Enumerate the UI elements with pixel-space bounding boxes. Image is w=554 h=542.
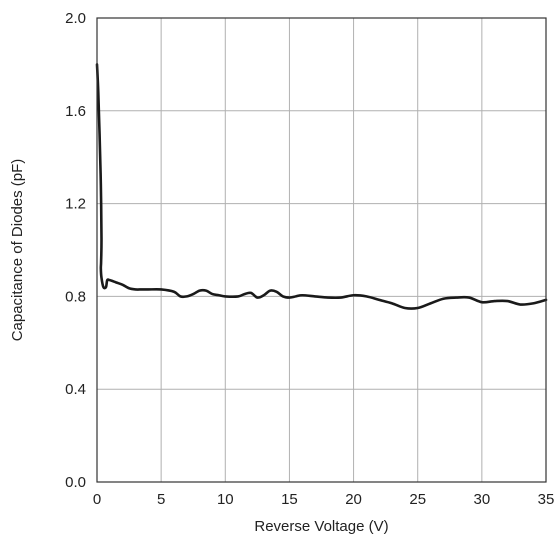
capacitance-curve [95,63,548,310]
series-layer [95,63,548,310]
x-tick-label: 15 [281,491,298,508]
x-tick-label: 0 [93,491,101,508]
x-axis-ticks: 0 5 10 15 20 25 30 35 [93,491,554,508]
y-tick-label: 1.2 [65,196,86,213]
plot-frame [96,17,547,483]
y-tick-label: 0.8 [65,288,86,305]
x-tick-label: 10 [217,491,234,508]
grid [97,18,546,482]
x-tick-label: 35 [538,491,554,508]
y-tick-label: 0.4 [65,381,86,398]
y-tick-label: 2.0 [65,10,86,27]
x-tick-label: 25 [409,491,426,508]
y-tick-label: 0.0 [65,474,86,491]
y-tick-label: 1.6 [65,103,86,120]
y-axis-title: Capacitance of Diodes (pF) [9,159,26,342]
x-tick-label: 20 [345,491,362,508]
x-tick-label: 30 [474,491,491,508]
x-axis-title: Reverse Voltage (V) [254,518,388,535]
x-tick-label: 5 [157,491,165,508]
y-axis-ticks: 0.0 0.4 0.8 1.2 1.6 2.0 [65,10,86,491]
